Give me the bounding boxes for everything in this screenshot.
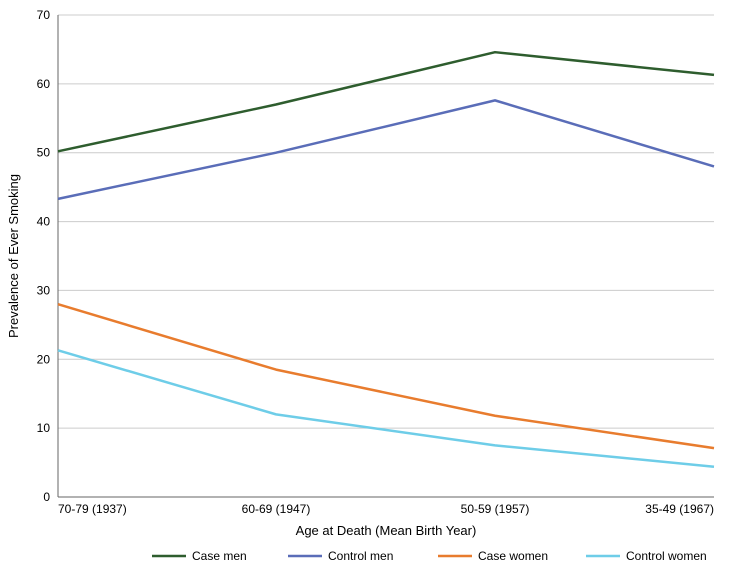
y-tick-label: 30 (37, 283, 51, 297)
chart-container: 0 10 20 30 40 50 60 70 70-79 (1937) 60-69 (1947) 5… (0, 0, 729, 582)
legend-label: Case men (192, 549, 247, 563)
y-axis-label: Prevalence of Ever Smoking (6, 174, 21, 338)
legend-label: Case women (478, 549, 548, 563)
legend-label: Control men (328, 549, 393, 563)
x-tick-label: 60-69 (1947) (242, 502, 311, 516)
x-tick-label: 35-49 (1967) (645, 502, 714, 516)
y-tick-label: 50 (37, 146, 51, 160)
y-tick-label: 40 (37, 215, 51, 229)
y-tick-label: 60 (37, 77, 51, 91)
x-tick-label: 50-59 (1957) (461, 502, 530, 516)
x-tick-label: 70-79 (1937) (58, 502, 127, 516)
x-axis-label: Age at Death (Mean Birth Year) (296, 523, 477, 538)
y-tick-label: 20 (37, 352, 51, 366)
line-chart: 0 10 20 30 40 50 60 70 70-79 (1937) 60-69 (1947) 5… (0, 0, 729, 582)
legend-label: Control women (626, 549, 707, 563)
y-tick-label: 70 (37, 8, 51, 22)
y-tick-label: 0 (43, 490, 50, 504)
y-tick-label: 10 (37, 421, 51, 435)
